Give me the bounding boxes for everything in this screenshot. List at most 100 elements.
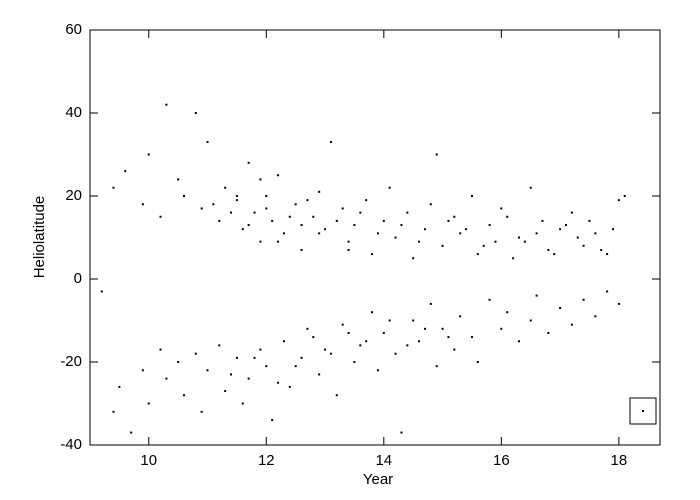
point (535, 294, 538, 297)
y-tick-label: 40 (65, 104, 82, 121)
point (418, 340, 421, 343)
point (200, 207, 203, 210)
point (130, 431, 133, 434)
point (112, 186, 115, 189)
point (265, 195, 268, 197)
legend-symbol (642, 410, 644, 412)
point (500, 207, 503, 210)
point (418, 240, 421, 243)
point (488, 298, 491, 301)
point (318, 232, 321, 235)
point (470, 195, 473, 197)
point (423, 327, 426, 330)
point (141, 369, 144, 372)
point (459, 315, 462, 318)
point (288, 385, 291, 388)
point (353, 361, 356, 363)
point (247, 224, 250, 227)
point (476, 361, 479, 363)
point (394, 236, 397, 239)
point (412, 257, 415, 260)
point (165, 377, 168, 380)
point (476, 253, 479, 256)
point (582, 298, 585, 301)
point (294, 203, 297, 206)
point (482, 244, 485, 247)
point (183, 394, 186, 397)
x-tick-label: 10 (140, 452, 157, 469)
point (206, 141, 209, 144)
x-tick-label: 12 (258, 452, 275, 469)
point (335, 219, 338, 222)
point (617, 199, 620, 202)
point (318, 373, 321, 376)
point (177, 361, 180, 363)
point (312, 336, 315, 339)
point (576, 236, 579, 239)
point (300, 356, 303, 359)
point (288, 215, 291, 218)
y-tick-label: -40 (60, 436, 82, 453)
point (365, 199, 368, 202)
point (341, 323, 344, 326)
point (382, 331, 385, 334)
point (306, 199, 309, 202)
point (453, 348, 456, 351)
point (547, 248, 550, 251)
point (247, 161, 250, 164)
y-axis-label: Heliolatitude (31, 196, 48, 279)
point (594, 232, 597, 235)
point (582, 244, 585, 247)
point (611, 228, 614, 231)
point (447, 336, 450, 339)
point (329, 352, 332, 355)
point (506, 311, 509, 314)
point (194, 352, 197, 355)
point (259, 240, 262, 243)
point (423, 228, 426, 231)
point (429, 203, 432, 206)
point (282, 340, 285, 343)
point (277, 381, 280, 384)
point (570, 323, 573, 326)
point (400, 224, 403, 227)
point (564, 224, 567, 227)
point (335, 394, 338, 397)
point (159, 215, 162, 218)
point (588, 219, 591, 222)
point (359, 211, 362, 214)
point (177, 178, 180, 181)
point (553, 253, 556, 256)
point (406, 211, 409, 214)
point (277, 174, 280, 177)
point (429, 302, 432, 305)
point (224, 390, 227, 393)
point (441, 327, 444, 330)
point (606, 253, 609, 256)
point (388, 186, 391, 189)
point (118, 385, 121, 388)
x-tick-label: 18 (611, 452, 628, 469)
point (453, 215, 456, 218)
point (347, 240, 350, 243)
point (100, 290, 103, 293)
point (224, 186, 227, 189)
point (282, 232, 285, 235)
point (218, 219, 221, 222)
point (623, 195, 626, 197)
point (365, 340, 368, 343)
point (271, 419, 274, 422)
point (265, 207, 268, 210)
point (465, 228, 468, 231)
x-axis-label: Year (363, 471, 393, 488)
point (600, 248, 603, 251)
point (435, 365, 438, 368)
point (541, 219, 544, 222)
point (547, 331, 550, 334)
y-tick-label: 0 (74, 270, 82, 287)
point (529, 186, 532, 189)
point (512, 257, 515, 260)
point (235, 199, 238, 202)
point (300, 248, 303, 251)
